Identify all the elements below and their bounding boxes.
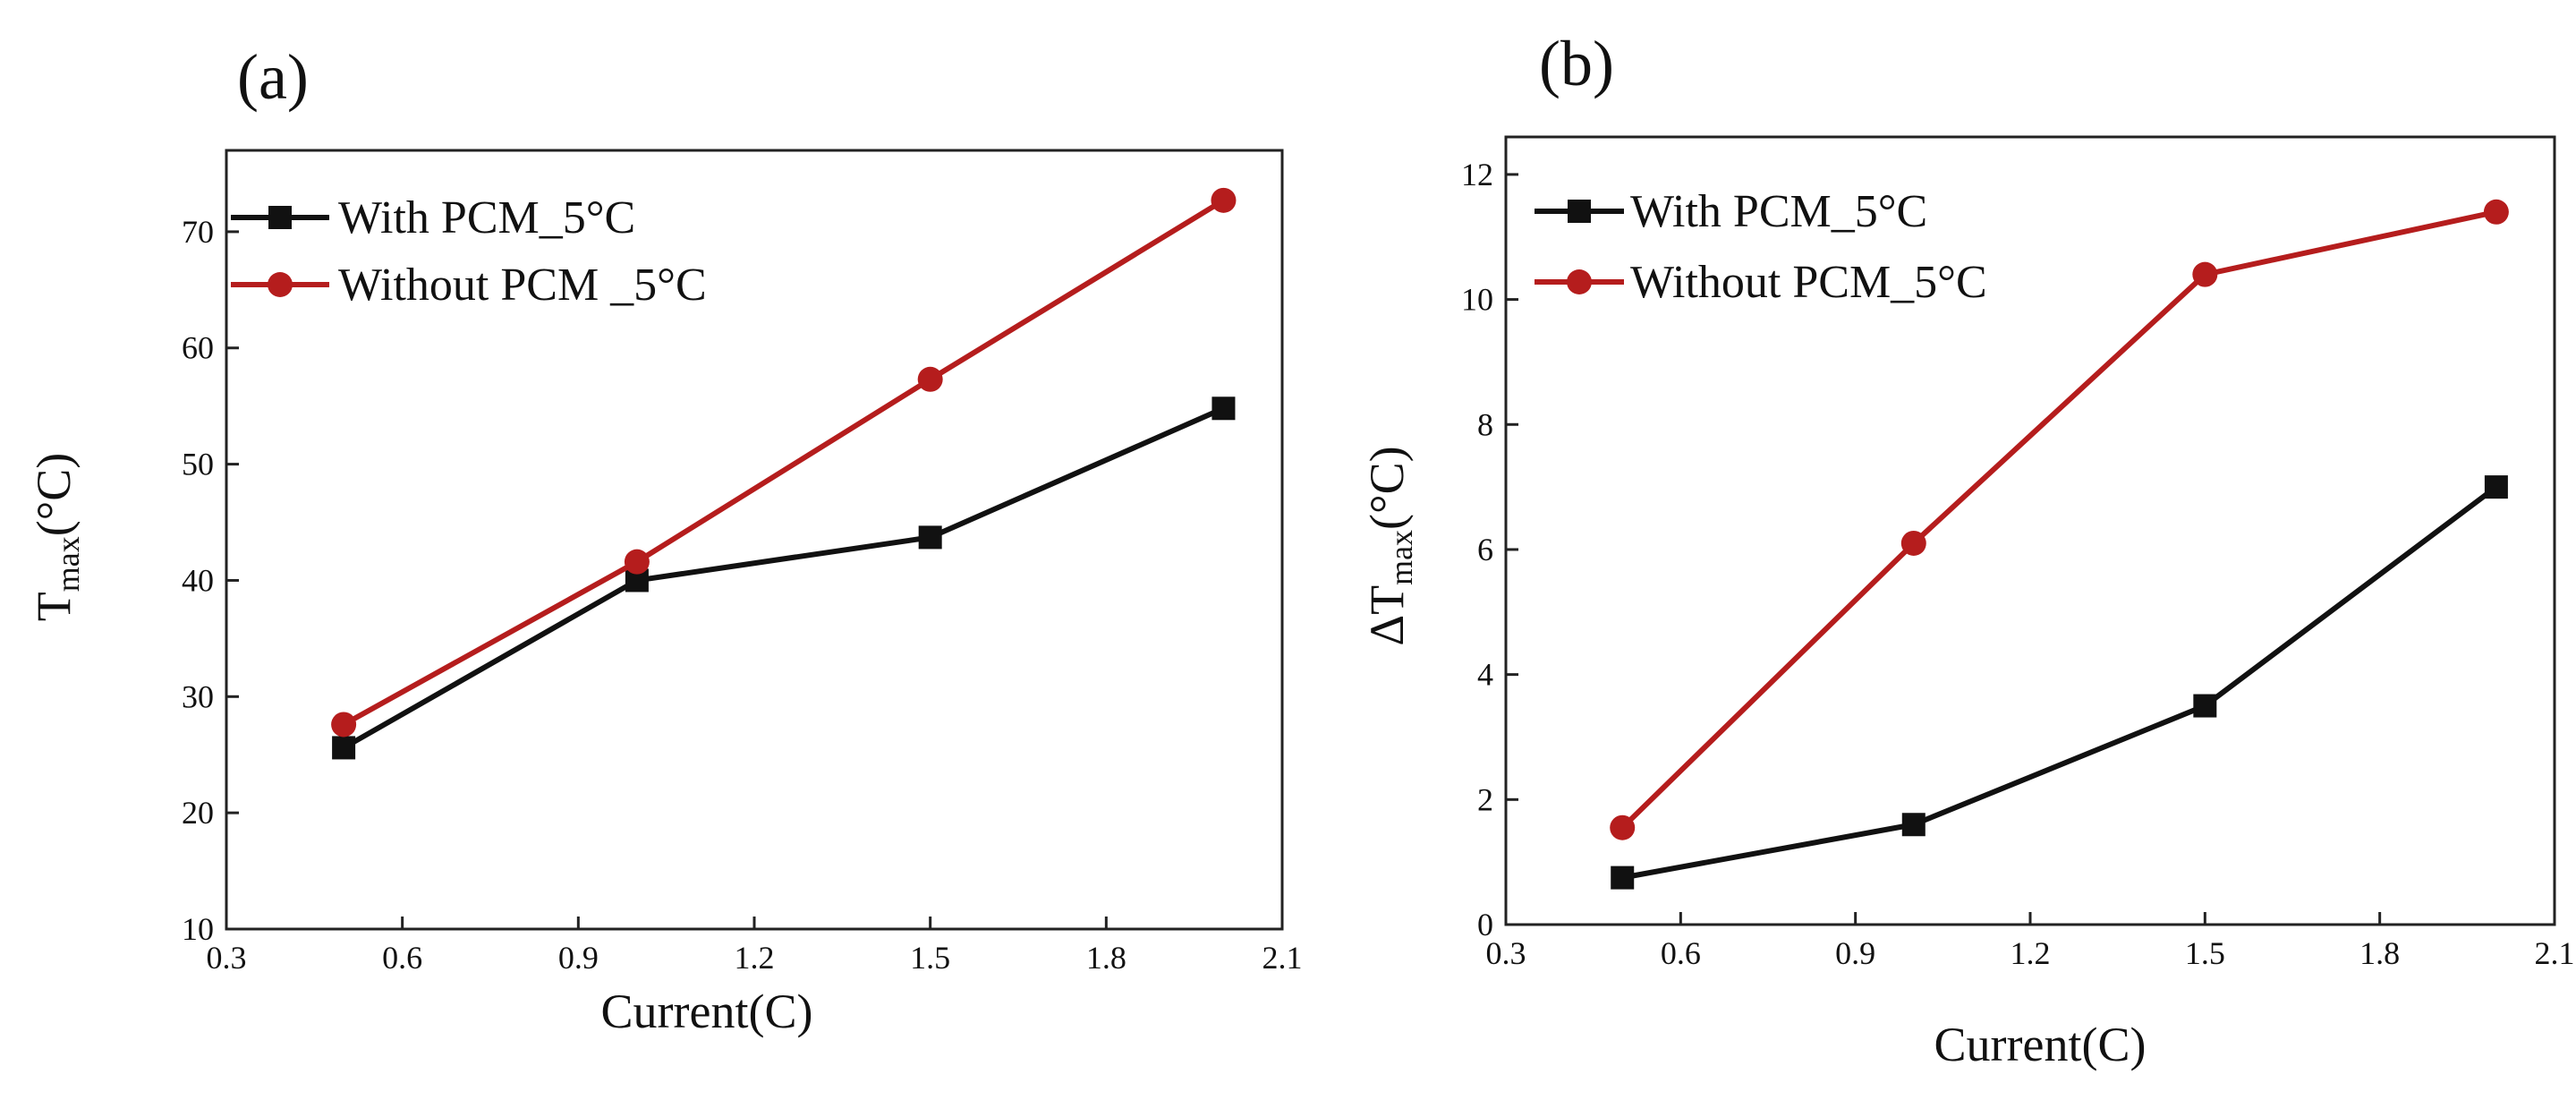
y-tick-label: 70 [182, 214, 214, 250]
x-axis-title-a: Current(C) [601, 985, 813, 1038]
data-point-without-pcm [917, 366, 943, 392]
x-axis-title-b: Current(C) [1934, 1018, 2147, 1071]
data-point-without-pcm [1610, 814, 1636, 840]
y-tick-label: 8 [1477, 406, 1493, 442]
data-point-without-pcm [1900, 530, 1926, 556]
y-tick-label: 0 [1477, 907, 1493, 942]
y-tick-label: 30 [182, 678, 214, 714]
legend-marker-with-pcm-a [268, 206, 292, 229]
x-tick-label: 0.3 [207, 940, 247, 976]
legend-marker-without-pcm-a [268, 272, 293, 297]
x-tick-label: 0.9 [558, 940, 599, 976]
panel-label-a: (a) [237, 41, 309, 113]
y-axis-title-sub-b: max [1383, 530, 1419, 585]
svg-text:ΔTmax(°C): ΔTmax(°C) [1360, 446, 1419, 645]
x-tick-label: 0.6 [1661, 935, 1701, 971]
y-axis-title-b: ΔTmax(°C) [1360, 446, 1419, 645]
x-tick-label: 1.8 [1086, 940, 1126, 976]
svg-text:Tmax(°C): Tmax(°C) [27, 453, 86, 622]
data-point-with-pcm [332, 736, 356, 760]
data-point-with-pcm [918, 525, 942, 550]
data-point-without-pcm [624, 549, 650, 575]
y-ticks-b: 0 2 4 6 8 10 12 [1461, 157, 1518, 942]
y-tick-label: 10 [1461, 282, 1493, 318]
legend-a: With PCM_5°C Without PCM _5°C [231, 192, 707, 311]
x-tick-label: 1.5 [910, 940, 950, 976]
legend-marker-with-pcm-b [1568, 200, 1591, 223]
y-axis-title-a: Tmax(°C) [27, 453, 86, 622]
y-axis-title-sub-a: max [50, 536, 86, 592]
y-tick-label: 4 [1477, 657, 1493, 693]
y-tick-label: 10 [182, 911, 214, 947]
series-group-a [331, 187, 1237, 760]
x-tick-label: 2.1 [2535, 935, 2575, 971]
y-axis-title-unit-b: (°C) [1360, 446, 1414, 530]
panel-label-b: (b) [1539, 28, 1614, 99]
x-tick-label: 1.5 [2185, 935, 2225, 971]
legend-b: With PCM_5°C Without PCM_5°C [1535, 186, 1987, 308]
series-line-with-pcm [342, 405, 1225, 751]
plot-frame-b [1504, 135, 2556, 926]
chart-panel-a: (a) 10 20 30 40 50 60 70 0.3 0.6 0.9 1.2 1.5 1.8 2.1… [27, 41, 1303, 1038]
y-tick-label: 20 [182, 795, 214, 831]
x-tick-label: 0.3 [1486, 935, 1526, 971]
x-tick-label: 1.8 [2359, 935, 2400, 971]
chart-panel-b: (b) 0 2 4 6 8 10 12 0.3 0.6 0.9 1.2 1.5 1.8 2.1 With… [1360, 28, 2575, 1071]
legend-label-with-pcm-a: With PCM_5°C [338, 192, 635, 243]
series-group-b [1610, 199, 2509, 890]
y-tick-label: 50 [182, 447, 214, 482]
y-tick-label: 12 [1461, 157, 1493, 192]
series-line-without-pcm [342, 198, 1226, 728]
data-point-with-pcm [1611, 866, 1635, 890]
y-axis-title-base-b: ΔT [1360, 585, 1414, 646]
y-axis-title-unit-a: (°C) [27, 453, 81, 537]
y-axis-title-base-a: T [27, 592, 81, 621]
legend-label-without-pcm-b: Without PCM_5°C [1630, 257, 1987, 308]
x-ticks-b: 0.3 0.6 0.9 1.2 1.5 1.8 2.1 [1486, 912, 2575, 971]
legend-marker-without-pcm-b [1567, 269, 1592, 294]
legend-label-without-pcm-a: Without PCM _5°C [338, 260, 707, 311]
data-point-with-pcm [1211, 397, 1236, 421]
y-tick-label: 6 [1477, 532, 1493, 567]
x-tick-label: 0.6 [382, 940, 422, 976]
x-tick-label: 1.2 [2011, 935, 2051, 971]
y-tick-label: 60 [182, 330, 214, 366]
data-point-without-pcm [2192, 261, 2218, 287]
data-point-without-pcm [1211, 187, 1237, 213]
y-ticks-a: 10 20 30 40 50 60 70 [182, 214, 239, 947]
series-line-with-pcm [1621, 484, 2498, 881]
data-point-without-pcm [2483, 199, 2509, 225]
x-tick-label: 1.2 [735, 940, 775, 976]
x-tick-label: 0.9 [1835, 935, 1875, 971]
y-tick-label: 2 [1477, 781, 1493, 817]
x-tick-label: 2.1 [1262, 940, 1303, 976]
data-point-with-pcm [1901, 813, 1926, 837]
y-tick-label: 40 [182, 562, 214, 598]
data-point-with-pcm [2484, 475, 2508, 499]
data-point-with-pcm [2193, 694, 2217, 718]
x-ticks-a: 0.3 0.6 0.9 1.2 1.5 1.8 2.1 [207, 917, 1303, 976]
data-point-without-pcm [331, 712, 357, 738]
legend-label-with-pcm-b: With PCM_5°C [1630, 186, 1927, 237]
series-line-without-pcm [1620, 209, 2497, 830]
